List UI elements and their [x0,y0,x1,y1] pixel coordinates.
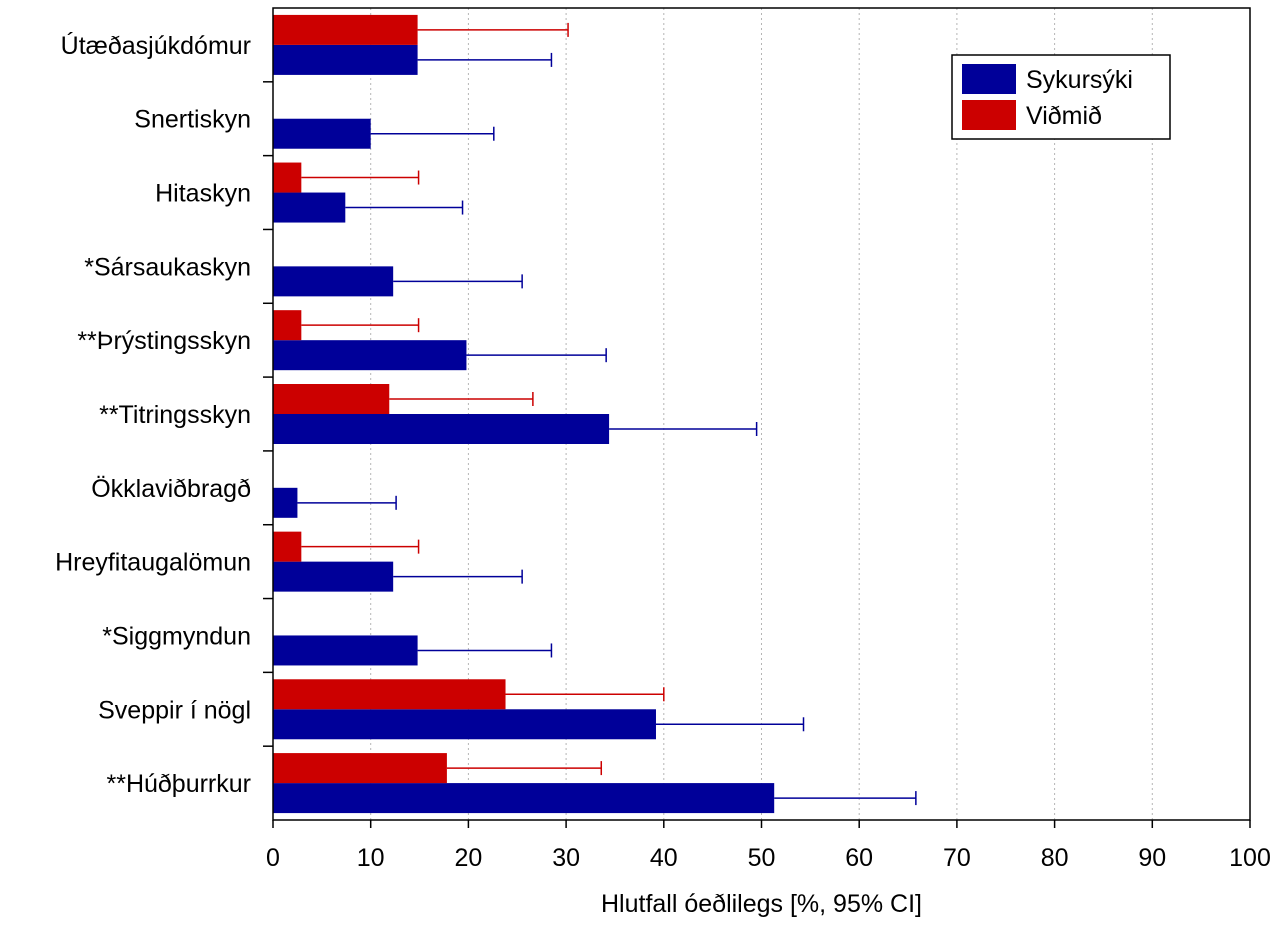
bars-group [273,14,775,814]
bar-sykurs-ki-5 [273,414,610,444]
bar-sykurs-ki-1 [273,118,371,149]
category-label-9: Sveppir í nögl [98,696,251,724]
bar-vi-mi-10 [273,753,447,784]
category-labels: Útæðasjúkdómur Snertiskyn Hitaskyn *Sársauk… [55,31,273,798]
legend-swatch-vidmid [962,100,1016,130]
x-tick-label-9: 90 [1138,844,1166,872]
category-label-1: Snertiskyn [134,106,251,134]
legend-swatch-sykursyki [962,64,1016,94]
bar-vi-mi-4 [273,310,302,341]
bar-sykurs-ki-4 [273,340,467,371]
legend: Sykursýki Viðmið [951,54,1171,140]
x-tick-label-3: 30 [552,844,580,872]
grid-lines [370,8,1153,820]
bar-vi-mi-7 [273,531,302,562]
x-axis-title: Hlutfall óeðlilegs [%, 95% CI] [601,890,922,918]
x-tick-label-4: 40 [650,844,678,872]
x-tick-label-8: 80 [1041,844,1069,872]
legend-label-sykursyki: Sykursýki [1026,66,1133,94]
x-tick-label-5: 50 [748,844,776,872]
x-tick-label-10: 100 [1229,844,1271,872]
x-tick-label-2: 20 [454,844,482,872]
x-tick-label-7: 70 [943,844,971,872]
category-label-7: Hreyfitaugalömun [55,549,251,577]
bar-sykurs-ki-0 [273,44,418,75]
category-label-5: **Titringsskyn [99,401,251,429]
category-label-2: Hitaskyn [155,180,251,208]
bar-vi-mi-0 [273,14,418,45]
bar-sykurs-ki-6 [273,487,298,518]
category-label-10: **Húðþurrkur [106,770,251,798]
category-label-4: **Þrýstingsskyn [77,327,251,355]
bar-vi-mi-5 [273,384,390,414]
bar-sykurs-ki-2 [273,192,346,223]
category-label-6: Ökklaviðbragð [91,475,251,503]
bar-sykurs-ki-7 [273,561,394,592]
bar-sykurs-ki-9 [273,709,656,740]
x-tick-label-1: 10 [357,844,385,872]
x-axis-ticks: 0 10 20 30 40 50 60 70 80 90 100 [266,820,1271,872]
bar-vi-mi-9 [273,679,506,710]
bar-vi-mi-2 [273,162,302,193]
bar-sykurs-ki-8 [273,635,418,666]
x-tick-label-6: 60 [845,844,873,872]
category-label-3: *Sársaukaskyn [84,253,251,281]
error-bars-group [297,22,917,806]
category-label-0: Útæðasjúkdómur [61,31,251,60]
bar-sykurs-ki-10 [273,783,775,814]
legend-label-vidmid: Viðmið [1026,102,1102,130]
bar-sykurs-ki-3 [273,266,394,297]
x-tick-label-0: 0 [266,844,280,872]
category-label-8: *Siggmyndun [102,622,251,650]
